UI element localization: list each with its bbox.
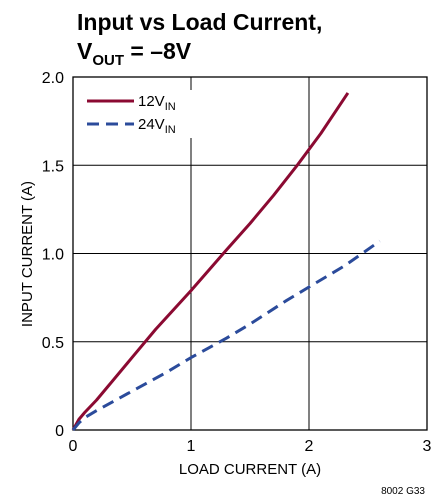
legend: 12VIN 24VIN bbox=[79, 90, 209, 138]
x-tick-labels: 0 1 2 3 bbox=[69, 438, 432, 455]
legend-label-12vin-main: 12V bbox=[138, 93, 165, 110]
chart-title-v: V bbox=[77, 38, 93, 64]
legend-background bbox=[79, 90, 209, 138]
y-tick-label-3: 1.5 bbox=[42, 158, 64, 175]
chart-title-value: = –8V bbox=[124, 38, 192, 64]
plot-grid bbox=[73, 77, 427, 430]
y-tick-label-1: 0.5 bbox=[42, 335, 64, 352]
series-lines bbox=[71, 92, 381, 431]
series-line-24vin bbox=[71, 239, 381, 431]
series-line-12vin bbox=[71, 92, 350, 431]
figure-note: 8002 G33 bbox=[381, 486, 425, 497]
chart-title-line1: Input vs Load Current, bbox=[77, 9, 322, 35]
y-tick-label-0: 0 bbox=[55, 423, 64, 440]
y-tick-label-4: 2.0 bbox=[42, 70, 64, 87]
x-axis-label: LOAD CURRENT (A) bbox=[179, 461, 321, 478]
x-tick-label-2: 2 bbox=[305, 438, 314, 455]
x-tick-label-3: 3 bbox=[423, 438, 432, 455]
chart-title-out-subscript: OUT bbox=[92, 52, 124, 69]
plot-frame bbox=[72, 76, 428, 431]
legend-label-24vin: 24VIN bbox=[138, 116, 176, 136]
x-tick-label-1: 1 bbox=[187, 438, 196, 455]
legend-label-12vin: 12VIN bbox=[138, 93, 176, 113]
y-tick-labels: 0 0.5 1.0 1.5 2.0 bbox=[42, 70, 64, 440]
legend-label-12vin-sub: IN bbox=[165, 101, 176, 113]
legend-label-24vin-sub: IN bbox=[165, 124, 176, 136]
chart-title-line2: VOUT = –8V bbox=[77, 38, 192, 69]
x-tick-label-0: 0 bbox=[69, 438, 78, 455]
legend-label-24vin-main: 24V bbox=[138, 116, 165, 133]
y-axis-label: INPUT CURRENT (A) bbox=[19, 181, 36, 327]
y-tick-label-2: 1.0 bbox=[42, 247, 64, 264]
